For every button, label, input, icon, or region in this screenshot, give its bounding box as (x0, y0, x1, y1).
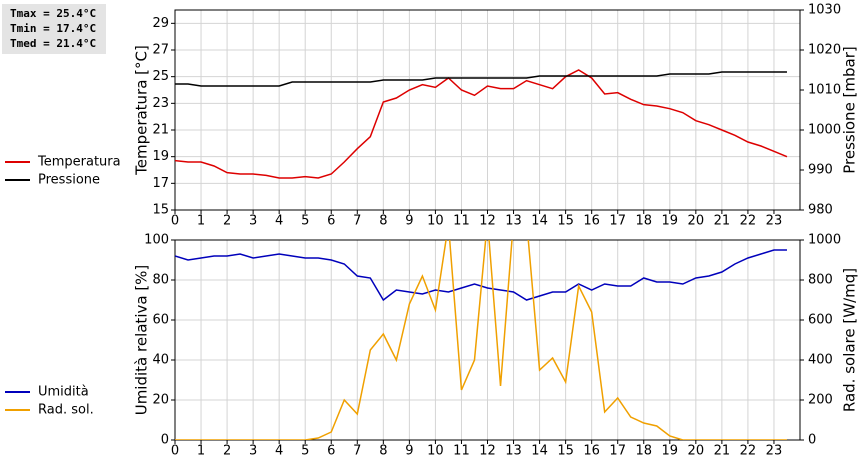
x-tick-label: 3 (249, 444, 257, 459)
series-line (175, 240, 787, 440)
x-tick-label: 6 (327, 444, 335, 459)
y2-tick-label: 800 (808, 273, 833, 288)
x-tick-label: 0 (171, 444, 179, 459)
x-tick-label: 13 (505, 214, 522, 229)
x-tick-label: 21 (714, 214, 731, 229)
x-tick-label: 16 (583, 444, 600, 459)
x-tick-label: 5 (301, 214, 309, 229)
x-tick-label: 21 (714, 444, 731, 459)
y-tick-label: 100 (144, 233, 169, 248)
y-tick-label: 60 (152, 313, 169, 328)
y2-tick-label: 1020 (808, 43, 841, 58)
y2-tick-label: 1000 (808, 123, 841, 138)
x-tick-label: 17 (609, 214, 626, 229)
plot-frame (174, 9, 801, 211)
y2-tick-label: 1010 (808, 83, 841, 98)
stat: Tmed = 21.4°C (10, 37, 96, 50)
x-tick-label: 12 (479, 444, 496, 459)
x-tick-label: 7 (353, 444, 361, 459)
x-tick-label: 2 (223, 214, 231, 229)
x-tick-label: 8 (379, 444, 387, 459)
x-tick-label: 15 (557, 444, 574, 459)
x-tick-label: 20 (688, 444, 705, 459)
x-tick-label: 20 (688, 214, 705, 229)
x-tick-label: 12 (479, 214, 496, 229)
x-tick-label: 11 (453, 444, 470, 459)
x-tick-label: 18 (635, 444, 652, 459)
x-tick-label: 4 (275, 444, 283, 459)
y-tick-label: 40 (152, 353, 169, 368)
x-tick-label: 23 (766, 444, 783, 459)
y2-tick-label: 980 (808, 203, 833, 218)
x-tick-label: 15 (557, 214, 574, 229)
y-tick-label: 19 (152, 149, 169, 164)
y2-tick-label: 600 (808, 313, 833, 328)
y2-tick-label: 990 (808, 163, 833, 178)
x-tick-label: 19 (662, 214, 679, 229)
x-tick-label: 8 (379, 214, 387, 229)
y-tick-label: 23 (152, 96, 169, 111)
x-tick-label: 10 (427, 214, 444, 229)
legend-label: Umidità (38, 385, 89, 400)
x-tick-label: 18 (635, 214, 652, 229)
y2-tick-label: 1000 (808, 233, 841, 248)
x-tick-label: 17 (609, 444, 626, 459)
y-tick-label: 17 (152, 176, 169, 191)
y-tick-label: 29 (152, 16, 169, 31)
y2-tick-label: 400 (808, 353, 833, 368)
stats-box (2, 4, 106, 54)
x-tick-label: 1 (197, 214, 205, 229)
legend-label: Pressione (38, 173, 100, 188)
y-tick-label: 15 (152, 203, 169, 218)
y-tick-label: 21 (152, 123, 169, 138)
series-line (175, 69, 788, 179)
y-tick-label: 80 (152, 273, 169, 288)
x-tick-label: 5 (301, 444, 309, 459)
x-tick-label: 13 (505, 444, 522, 459)
legend-label: Temperatura (37, 155, 121, 170)
y-tick-label: 0 (161, 433, 169, 448)
x-tick-label: 10 (427, 444, 444, 459)
x-tick-label: 14 (531, 444, 548, 459)
stat: Tmin = 17.4°C (10, 22, 96, 35)
x-tick-label: 14 (531, 214, 548, 229)
x-tick-label: 22 (740, 214, 757, 229)
x-tick-label: 16 (583, 214, 600, 229)
x-tick-label: 0 (171, 214, 179, 229)
y-axis-label: Umidità relativa [%] (133, 265, 151, 416)
y2-tick-label: 0 (808, 433, 816, 448)
legend-label: Rad. sol. (38, 403, 94, 418)
y-axis-label: Temperatura [°C] (133, 45, 151, 176)
y2-tick-label: 1030 (808, 3, 841, 18)
stat: Tmax = 25.4°C (10, 7, 96, 20)
x-tick-label: 19 (662, 444, 679, 459)
y-tick-label: 25 (152, 69, 169, 84)
y2-axis-label: Rad. solare [W/mq] (841, 268, 859, 412)
plot-frame (174, 239, 801, 441)
x-tick-label: 22 (740, 444, 757, 459)
x-tick-label: 7 (353, 214, 361, 229)
y2-axis-label: Pressione [mbar] (841, 46, 859, 174)
x-tick-label: 9 (405, 214, 413, 229)
series-line (175, 71, 787, 87)
x-tick-label: 3 (249, 214, 257, 229)
x-tick-label: 4 (275, 214, 283, 229)
y-tick-label: 20 (152, 393, 169, 408)
x-tick-label: 2 (223, 444, 231, 459)
x-tick-label: 23 (766, 214, 783, 229)
y2-tick-label: 200 (808, 393, 833, 408)
x-tick-label: 11 (453, 214, 470, 229)
x-tick-label: 6 (327, 214, 335, 229)
x-tick-label: 9 (405, 444, 413, 459)
y-tick-label: 27 (152, 43, 169, 58)
x-tick-label: 1 (197, 444, 205, 459)
